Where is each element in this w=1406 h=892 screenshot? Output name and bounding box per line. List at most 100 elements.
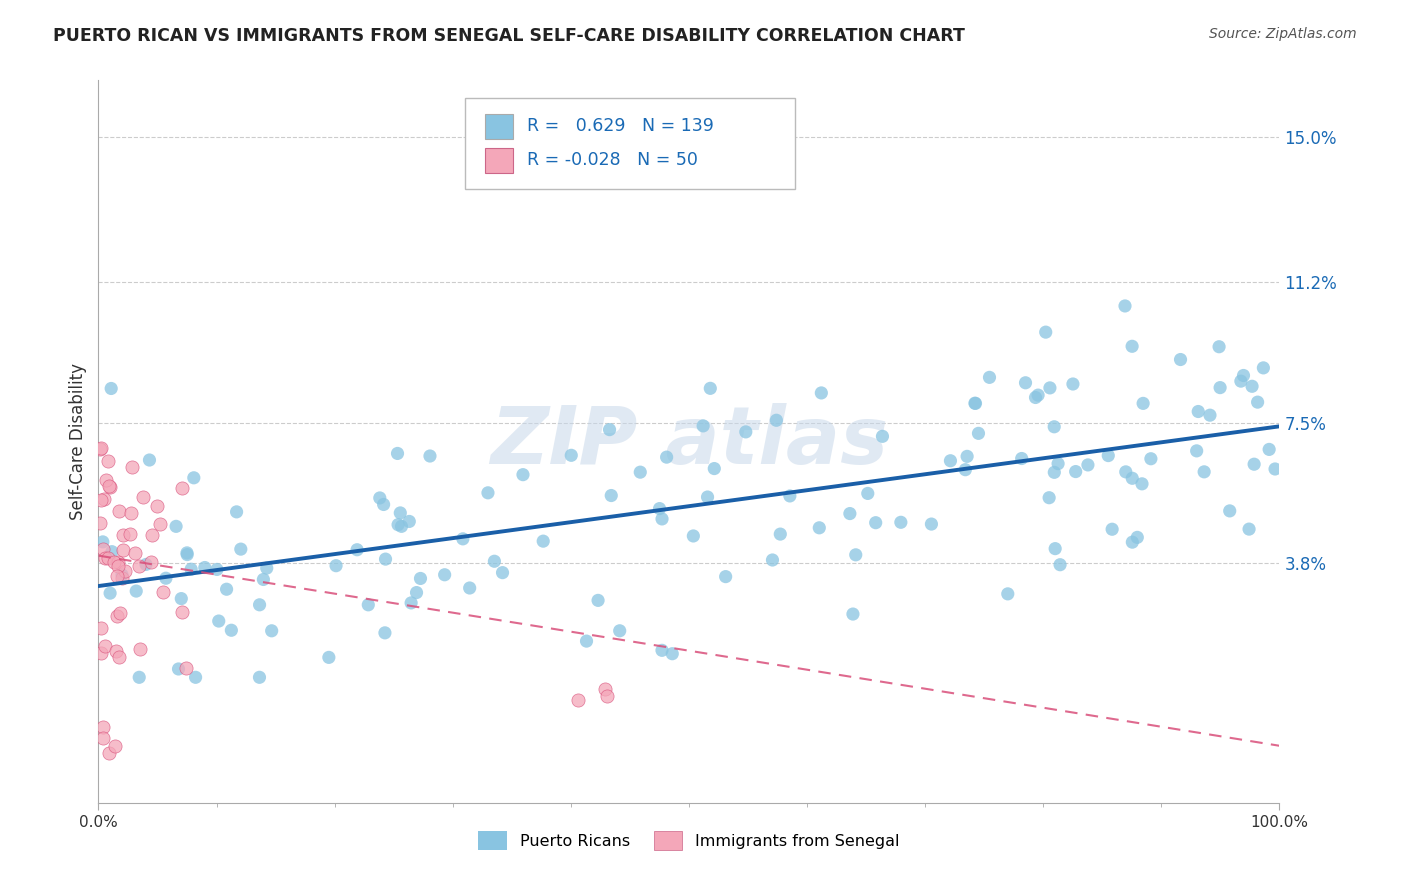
Point — [121, 460, 143, 475]
Point — [357, 598, 380, 612]
Point — [98, 479, 121, 493]
Point — [260, 624, 283, 638]
Point — [997, 587, 1019, 601]
Point — [1101, 522, 1123, 536]
Point — [111, 567, 134, 582]
Text: R = -0.028   N = 50: R = -0.028 N = 50 — [527, 152, 697, 169]
Point — [1038, 491, 1060, 505]
Point — [405, 585, 427, 599]
Point — [1185, 443, 1208, 458]
Point — [398, 515, 420, 529]
Point — [433, 567, 456, 582]
Point — [141, 527, 163, 541]
Point — [1209, 381, 1232, 395]
Point — [111, 571, 134, 585]
Point — [325, 558, 347, 573]
Point — [1035, 325, 1057, 339]
Point — [172, 605, 194, 619]
Point — [94, 473, 117, 487]
Point — [1114, 299, 1136, 313]
Point — [1026, 388, 1049, 402]
Point — [1264, 462, 1286, 476]
Point — [249, 670, 271, 684]
Point — [165, 519, 187, 533]
Point — [120, 527, 142, 541]
Point — [108, 649, 131, 664]
Point — [696, 490, 718, 504]
Point — [1140, 451, 1163, 466]
Point — [108, 504, 131, 518]
Point — [1253, 360, 1275, 375]
Point — [125, 584, 148, 599]
Point — [101, 544, 124, 558]
Point — [761, 553, 783, 567]
Point — [1043, 541, 1066, 556]
Point — [132, 490, 155, 504]
Point — [1192, 465, 1215, 479]
Point — [609, 624, 631, 638]
Point — [765, 413, 787, 427]
Point — [114, 564, 136, 578]
Point — [152, 584, 174, 599]
Point — [648, 501, 671, 516]
Point — [155, 571, 177, 585]
Point — [890, 516, 912, 530]
Point — [939, 454, 962, 468]
Point — [1126, 530, 1149, 544]
Point — [94, 639, 117, 653]
Point — [451, 532, 474, 546]
Point — [111, 528, 134, 542]
Point — [105, 569, 128, 583]
Legend: Puerto Ricans, Immigrants from Senegal: Puerto Ricans, Immigrants from Senegal — [472, 825, 905, 856]
Point — [399, 596, 422, 610]
Point — [682, 529, 704, 543]
Point — [1039, 381, 1062, 395]
Point — [1049, 558, 1071, 572]
Point — [373, 498, 395, 512]
Point — [149, 516, 172, 531]
Point — [128, 670, 150, 684]
Point — [1232, 368, 1254, 383]
Point — [842, 607, 865, 621]
Point — [458, 581, 481, 595]
Point — [374, 625, 396, 640]
Point — [91, 731, 114, 746]
Point — [1187, 404, 1209, 418]
Point — [477, 485, 499, 500]
Point — [1047, 457, 1070, 471]
Point — [872, 429, 894, 443]
Point — [103, 555, 125, 569]
Point — [387, 517, 409, 532]
Point — [1230, 374, 1253, 388]
Point — [651, 643, 673, 657]
Point — [128, 558, 150, 573]
Point — [1132, 396, 1154, 410]
Point — [256, 561, 278, 575]
Text: Source: ZipAtlas.com: Source: ZipAtlas.com — [1209, 27, 1357, 41]
Point — [1246, 395, 1268, 409]
Point — [389, 506, 412, 520]
Point — [1121, 535, 1143, 549]
Point — [170, 591, 193, 606]
Point — [865, 516, 887, 530]
Point — [135, 558, 157, 572]
Point — [714, 569, 737, 583]
Point — [575, 634, 598, 648]
Point — [252, 573, 274, 587]
Point — [1199, 408, 1222, 422]
Point — [692, 418, 714, 433]
FancyBboxPatch shape — [464, 98, 796, 189]
FancyBboxPatch shape — [485, 114, 513, 139]
Point — [205, 562, 228, 576]
Point — [1121, 471, 1143, 485]
Point — [651, 512, 673, 526]
Point — [184, 670, 207, 684]
Point — [419, 449, 441, 463]
Text: R =   0.629   N = 139: R = 0.629 N = 139 — [527, 117, 714, 135]
Y-axis label: Self-Care Disability: Self-Care Disability — [69, 363, 87, 520]
Point — [128, 642, 150, 657]
Point — [699, 381, 721, 395]
Point — [124, 546, 146, 560]
Point — [100, 382, 122, 396]
Point — [91, 541, 114, 556]
